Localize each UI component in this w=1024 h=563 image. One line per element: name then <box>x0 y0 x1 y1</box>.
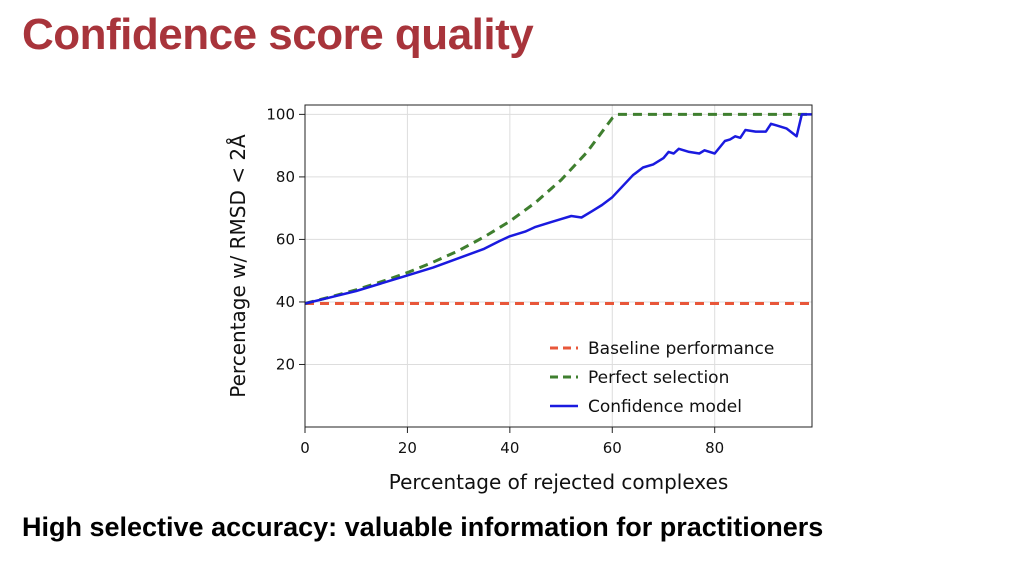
y-tick-label: 100 <box>266 105 295 123</box>
axis-ticks: 0 20 40 60 80 20 40 60 80 100 <box>266 105 724 457</box>
series-line-confidence-model <box>304 113 812 305</box>
x-tick-label: 40 <box>500 439 519 457</box>
x-tick-label: 20 <box>398 439 417 457</box>
legend-label: Confidence model <box>588 397 742 417</box>
line-chart: 0 20 40 60 80 20 40 60 80 100 Percentage of rejec… <box>226 104 813 494</box>
legend-label: Perfect selection <box>588 368 729 388</box>
chart-container: 0 20 40 60 80 20 40 60 80 100 Percentage of rejec… <box>220 95 830 505</box>
legend: Baseline performance Perfect selection Con… <box>550 339 774 417</box>
series-lines <box>304 112 812 305</box>
y-tick-label: 60 <box>276 230 295 248</box>
slide-subtitle: High selective accuracy: valuable inform… <box>22 512 824 542</box>
y-tick-label: 40 <box>276 293 295 311</box>
series-line-perfect-selection <box>304 112 812 305</box>
legend-label: Baseline performance <box>588 339 774 359</box>
slide-title: Confidence score quality <box>22 10 534 59</box>
x-tick-label: 0 <box>300 439 310 457</box>
y-tick-label: 20 <box>276 355 295 373</box>
x-axis-label: Percentage of rejected complexes <box>389 470 729 494</box>
y-tick-label: 80 <box>276 168 295 186</box>
y-axis-label: Percentage w/ RMSD < 2Å <box>226 134 250 398</box>
plot-frame <box>304 104 813 428</box>
grid-lines <box>304 105 812 427</box>
x-tick-label: 60 <box>603 439 622 457</box>
x-tick-label: 80 <box>705 439 724 457</box>
